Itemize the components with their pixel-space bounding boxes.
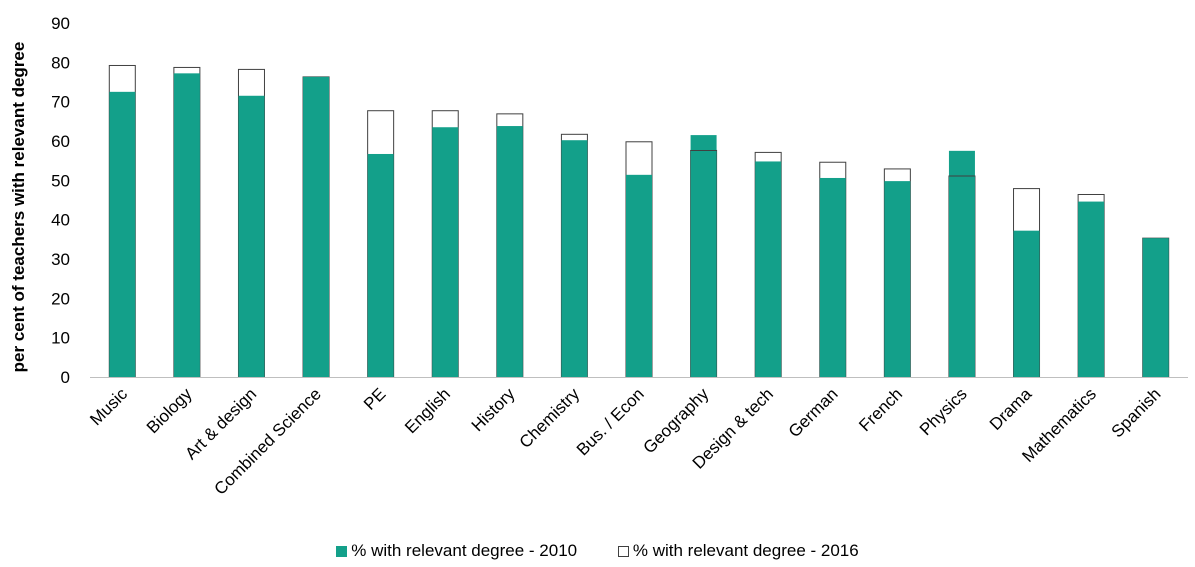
x-tick-label: Music: [86, 384, 131, 429]
y-tick-label: 0: [61, 368, 70, 387]
x-tick-label: PE: [360, 384, 389, 413]
y-tick-label: 20: [51, 289, 70, 308]
bar-chart: per cent of teachers with relevant degre…: [9, 14, 1188, 499]
x-tick-label: Drama: [986, 384, 1036, 434]
bar-2010: [173, 73, 200, 377]
y-tick-label: 70: [51, 93, 70, 112]
bar-2010: [496, 126, 523, 377]
x-tick-label: German: [785, 384, 842, 441]
bar-2010: [755, 161, 782, 377]
x-tick-label: Biology: [143, 384, 196, 437]
legend-swatch-2016: [617, 545, 629, 557]
y-axis-label: per cent of teachers with relevant degre…: [9, 42, 28, 373]
x-tick-label: Chemistry: [516, 384, 584, 452]
legend: % with relevant degree - 2010 % with rel…: [0, 540, 1195, 561]
y-tick-label: 30: [51, 250, 70, 269]
x-tick-label: French: [855, 384, 906, 435]
bar-series: [108, 64, 1170, 378]
bar-2010: [1013, 230, 1040, 377]
bar-2010: [367, 153, 394, 377]
bar-2010: [1142, 238, 1169, 377]
bar-2010: [303, 76, 330, 378]
y-tick-label: 90: [51, 14, 70, 33]
bar-2010: [561, 140, 588, 377]
y-tick-label: 50: [51, 171, 70, 190]
bar-2010: [884, 181, 911, 377]
legend-label-2016: % with relevant degree - 2016: [632, 540, 859, 560]
bar-2010: [238, 95, 265, 378]
x-tick-label: Combined Science: [211, 384, 325, 498]
y-axis-ticks: 0 10 20 30 40 50 60 70 80 90: [51, 14, 70, 387]
y-tick-label: 10: [51, 329, 70, 348]
legend-label-2010: % with relevant degree - 2010: [351, 540, 578, 560]
legend-item-2010: % with relevant degree - 2010: [336, 541, 577, 561]
legend-item-2016: % with relevant degree - 2016: [617, 540, 859, 561]
y-axis-label-group: per cent of teachers with relevant degre…: [9, 42, 28, 373]
bar-2010: [432, 127, 459, 377]
bar-2010: [819, 177, 846, 377]
y-tick-label: 60: [51, 132, 70, 151]
y-tick-label: 80: [51, 53, 70, 72]
legend-swatch-2010: [336, 545, 348, 557]
bar-2010: [626, 174, 652, 377]
x-tick-label: English: [401, 384, 454, 437]
x-tick-label: Bus. / Econ: [573, 384, 648, 459]
bar-2010: [109, 91, 136, 377]
bar-2010: [690, 135, 717, 377]
bar-2010: [1078, 201, 1105, 377]
x-tick-label: History: [468, 384, 519, 435]
y-tick-label: 40: [51, 211, 70, 230]
x-tick-label: Physics: [916, 384, 971, 439]
bar-2010: [948, 150, 975, 377]
x-tick-label: Spanish: [1108, 384, 1165, 441]
